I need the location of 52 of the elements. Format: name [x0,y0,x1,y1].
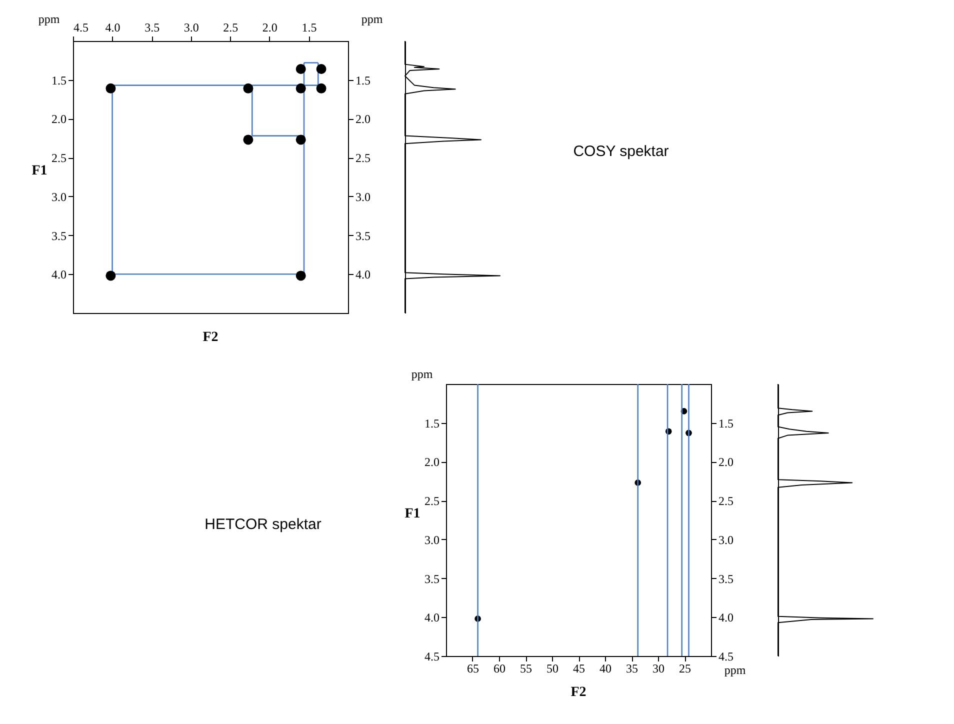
y2-tick-label: 3.5 [356,228,370,243]
y-tick-label: 3.5 [52,228,66,243]
y-tick-label: 2.5 [52,151,66,166]
y2-tick-label: 1.5 [718,416,734,430]
y2-tick-label: 2.5 [356,151,370,166]
y2-tick-label: 3.0 [356,190,370,204]
y2-tick-label: 2.0 [356,112,370,126]
x-tick-label: 30 [652,662,664,676]
text: ppm [724,663,746,677]
y-tick-label: 3.5 [424,572,440,586]
y-axis-title: F1 [404,506,420,522]
x-tick-label: 55 [520,662,532,676]
x-tick-label: 65 [467,662,479,676]
x-tick-label: 4.0 [105,20,120,34]
y-tick-label: 4.0 [424,610,440,625]
y-tick-label: 3.0 [52,190,66,204]
x-tick-label: 40 [600,662,612,676]
x-tick-label: 50 [546,662,558,676]
y-tick-label: 4.5 [424,650,440,664]
y2-tick-label: 4.5 [718,650,734,664]
y2-tick-label: 2.0 [718,455,734,470]
x-tick-label: 4.5 [74,20,88,34]
text: ppm [361,12,384,26]
y-tick-label: 1.5 [424,416,440,430]
x-axis-title: F2 [570,685,586,700]
x-tick-label: 3.0 [184,20,199,34]
x-tick-label: 1.5 [302,20,317,34]
y-tick-label: 4.0 [52,268,66,282]
x-tick-label: 35 [626,662,638,676]
x-tick-label: 2.5 [223,20,238,34]
text: ppm [411,367,434,381]
y2-tick-label: 3.0 [718,532,734,547]
x-axis-title: F2 [202,330,218,345]
y2-tick-label: 4.0 [356,268,370,282]
x-tick-label: 60 [494,662,506,676]
x-tick-label: 3.5 [144,20,160,34]
text: ppm [38,12,60,26]
y2-tick-label: 4.0 [718,610,734,625]
x-tick-label: 2.0 [262,20,278,34]
y-tick-label: 1.5 [52,73,66,88]
x-tick-label: 25 [679,662,691,676]
y2-tick-label: 3.5 [718,572,734,586]
y-tick-label: 2.0 [52,112,66,126]
y-tick-label: 3.0 [424,532,440,547]
y-tick-label: 2.5 [424,494,440,508]
y2-tick-label: 2.5 [718,494,734,508]
y-axis-title: F1 [32,164,48,178]
text: HETCOR spektar [204,516,322,533]
text: COSY spektar [573,143,669,160]
y-tick-label: 2.0 [424,455,440,470]
x-tick-label: 45 [573,662,585,676]
y2-tick-label: 1.5 [356,73,370,88]
